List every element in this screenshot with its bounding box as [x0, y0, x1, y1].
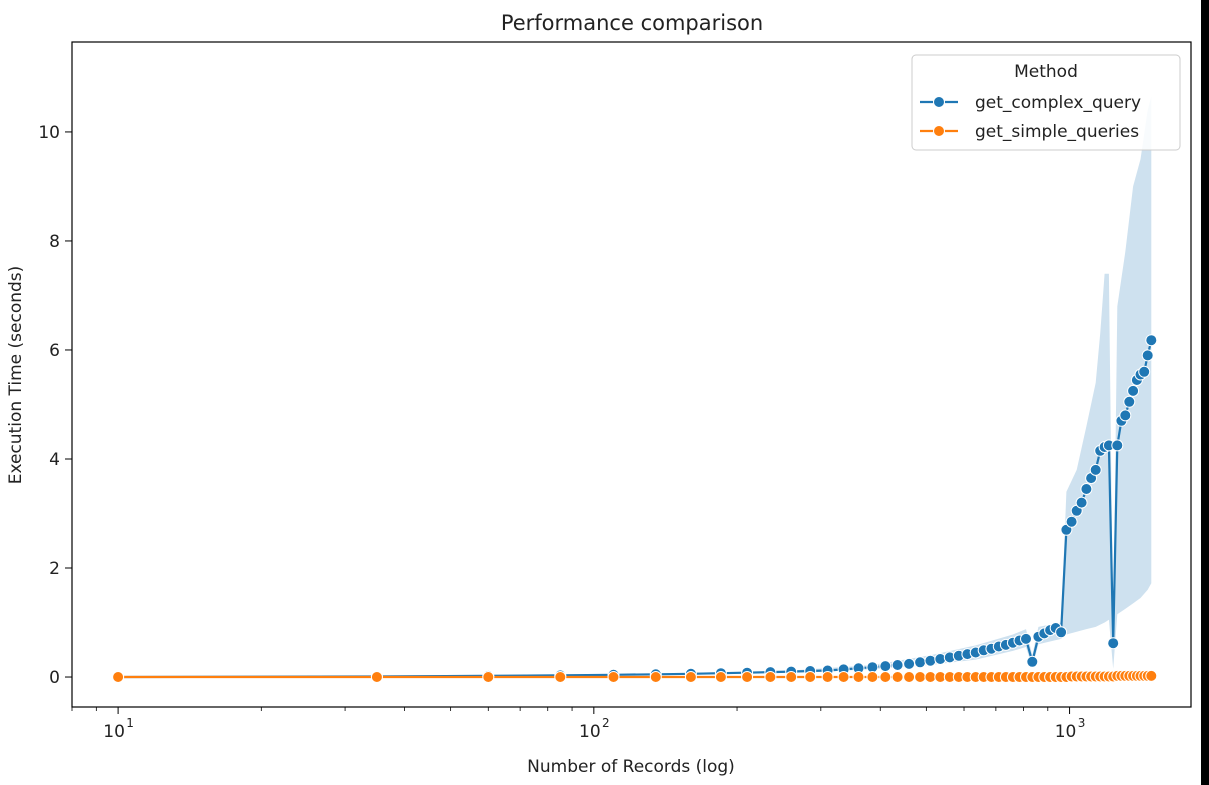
- x-tick-label: 10: [579, 722, 601, 742]
- data-point: [741, 671, 754, 683]
- y-tick-label: 2: [49, 559, 60, 579]
- x-tick-label-exponent: 2: [602, 716, 610, 730]
- y-tick-label: 8: [49, 232, 60, 252]
- legend-box: [911, 54, 1181, 151]
- data-point: [1065, 515, 1078, 528]
- legend-entry-label: get_simple_queries: [975, 122, 1139, 142]
- data-point: [903, 671, 916, 683]
- data-point: [1119, 409, 1132, 422]
- data-point: [1020, 632, 1032, 645]
- series-lines-layer: [118, 339, 1153, 679]
- data-point: [1080, 483, 1093, 495]
- data-point: [1111, 439, 1124, 452]
- data-point: [1138, 365, 1151, 378]
- series-markers-layer: [112, 334, 1158, 683]
- legend-swatch-marker: [933, 96, 945, 108]
- legend-swatch-marker: [933, 125, 945, 137]
- series-line: [118, 339, 1153, 679]
- data-point: [607, 671, 620, 683]
- data-point: [714, 671, 727, 683]
- data-point: [924, 654, 937, 667]
- data-point: [891, 659, 904, 671]
- data-point: [112, 671, 125, 683]
- data-point: [554, 671, 567, 683]
- data-point: [891, 671, 904, 683]
- data-point: [1107, 637, 1120, 650]
- data-point: [370, 671, 383, 683]
- data-point: [649, 671, 662, 683]
- data-point: [879, 671, 892, 683]
- legend-title: Method: [1014, 62, 1078, 82]
- data-point: [804, 671, 817, 683]
- legend: Method get_complex_query get_simple_quer…: [911, 54, 1181, 151]
- data-point: [879, 660, 892, 673]
- data-point: [1145, 669, 1158, 682]
- x-tick-label: 10: [1055, 722, 1077, 742]
- data-point: [821, 671, 834, 683]
- data-point: [903, 657, 916, 670]
- y-axis-label: Execution Time (seconds): [6, 266, 26, 485]
- x-tick-label: 10: [103, 722, 125, 742]
- chart-title: Performance comparison: [501, 11, 763, 35]
- y-tick-label: 4: [49, 450, 60, 470]
- x-axis-label: Number of Records (log): [527, 757, 735, 777]
- data-point: [1055, 626, 1068, 639]
- data-point: [1075, 496, 1088, 509]
- data-point: [1123, 395, 1136, 408]
- data-point: [764, 671, 777, 683]
- data-point: [866, 671, 879, 683]
- data-point: [684, 671, 697, 683]
- plot-area-frame: [71, 41, 1192, 708]
- data-point: [482, 671, 495, 683]
- data-point: [914, 671, 927, 683]
- x-tick-label-exponent: 1: [126, 716, 134, 730]
- legend-entry-label: get_complex_query: [975, 93, 1141, 113]
- data-point: [1145, 334, 1158, 347]
- data-point: [785, 671, 798, 683]
- data-point: [837, 671, 850, 683]
- data-point: [914, 656, 927, 669]
- confidence-band: [118, 96, 1152, 677]
- data-point: [924, 671, 937, 683]
- data-point: [1089, 463, 1102, 476]
- confidence-band-layer: [118, 96, 1152, 677]
- window-edge: [1201, 0, 1209, 785]
- y-tick-label: 0: [49, 668, 60, 688]
- y-tick-label: 6: [49, 341, 60, 361]
- x-tick-label-exponent: 3: [1078, 716, 1086, 730]
- y-tick-label: 10: [38, 123, 60, 143]
- data-point: [1127, 384, 1140, 397]
- data-point: [1026, 655, 1039, 668]
- data-point: [852, 671, 865, 683]
- data-point: [1141, 349, 1154, 362]
